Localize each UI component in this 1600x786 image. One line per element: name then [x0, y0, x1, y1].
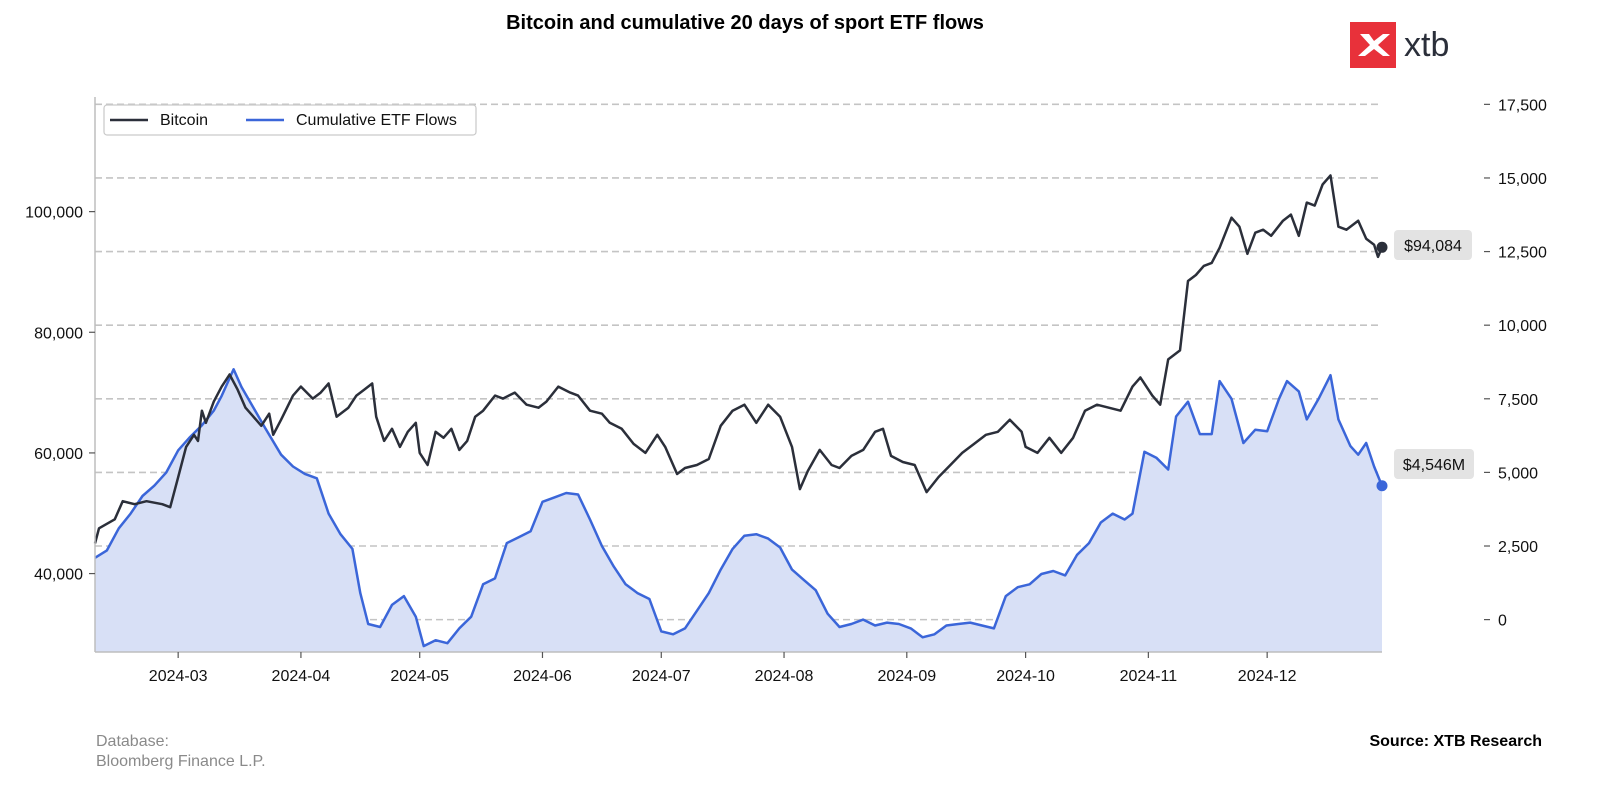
left-tick-label: 60,000 — [34, 446, 83, 463]
legend-box — [103, 104, 477, 136]
bitcoin-tag-box — [1394, 230, 1472, 260]
etf-tag-box — [1394, 449, 1474, 479]
right-tick-label: 2,500 — [1498, 539, 1538, 556]
bitcoin-last-value-tag: $94,084 — [1394, 230, 1472, 260]
x-tick-label: 2024-08 — [755, 668, 814, 685]
xtb-logo-text: xtb — [1404, 26, 1449, 64]
left-tick-label: 100,000 — [25, 205, 83, 222]
left-axis-ticks: 40,000 60,000 80,000 100,000 — [25, 205, 95, 584]
right-tick-label: 5,000 — [1498, 465, 1538, 482]
legend-bitcoin-label: Bitcoin — [160, 112, 208, 129]
right-axis-ticks: 0 2,500 5,000 7,500 10,000 12,500 15,000 17,500 — [1484, 97, 1547, 630]
bitcoin-end-marker — [1376, 241, 1388, 253]
etf-flows-line — [94, 368, 1384, 648]
xtb-logo: xtb — [1350, 22, 1480, 87]
right-tick-label: 0 — [1498, 613, 1507, 630]
right-tick-label: 15,000 — [1498, 171, 1547, 188]
chart-title: Bitcoin and cumulative 20 days of sport … — [506, 12, 984, 34]
x-tick-label: 2024-05 — [390, 668, 449, 685]
source-note: Source: XTB Research — [1369, 733, 1542, 750]
x-tick-label: 2024-09 — [877, 668, 936, 685]
x-tick-label: 2024-11 — [1120, 668, 1178, 685]
right-tick-label: 17,500 — [1498, 97, 1547, 114]
right-tick-label: 10,000 — [1498, 318, 1547, 335]
x-tick-label: 2024-03 — [149, 668, 208, 685]
left-tick-label: 40,000 — [34, 567, 83, 584]
database-value: Bloomberg Finance L.P. — [96, 753, 266, 770]
right-tick-label: 7,500 — [1498, 392, 1538, 409]
bitcoin-last-value: $94,084 — [1404, 238, 1462, 255]
left-tick-label: 80,000 — [34, 325, 83, 342]
database-note: Database: Bloomberg Finance L.P. — [96, 732, 266, 772]
end-markers — [1376, 241, 1388, 492]
legend-etf-label: Cumulative ETF Flows — [296, 112, 457, 129]
etf-end-marker — [1376, 480, 1388, 492]
bitcoin-line — [93, 174, 1384, 544]
x-tick-label: 2024-06 — [513, 668, 572, 685]
x-tick-label: 2024-10 — [996, 668, 1055, 685]
etf-last-value: $4,546M — [1403, 457, 1465, 474]
x-tick-label: 2024-07 — [632, 668, 691, 685]
x-tick-label: 2024-12 — [1238, 668, 1297, 685]
etf-last-value-tag: $4,546M — [1394, 449, 1474, 479]
etf-flows-area — [95, 369, 1382, 652]
x-axis-ticks: 2024-03 2024-04 2024-05 2024-06 2024-07 2024-… — [149, 652, 1297, 685]
axes — [94, 97, 1382, 653]
legend: Bitcoin Cumulative ETF Flows — [103, 104, 477, 136]
right-tick-label: 12,500 — [1498, 245, 1547, 262]
x-tick-label: 2024-04 — [272, 668, 331, 685]
database-label: Database: — [96, 733, 169, 750]
